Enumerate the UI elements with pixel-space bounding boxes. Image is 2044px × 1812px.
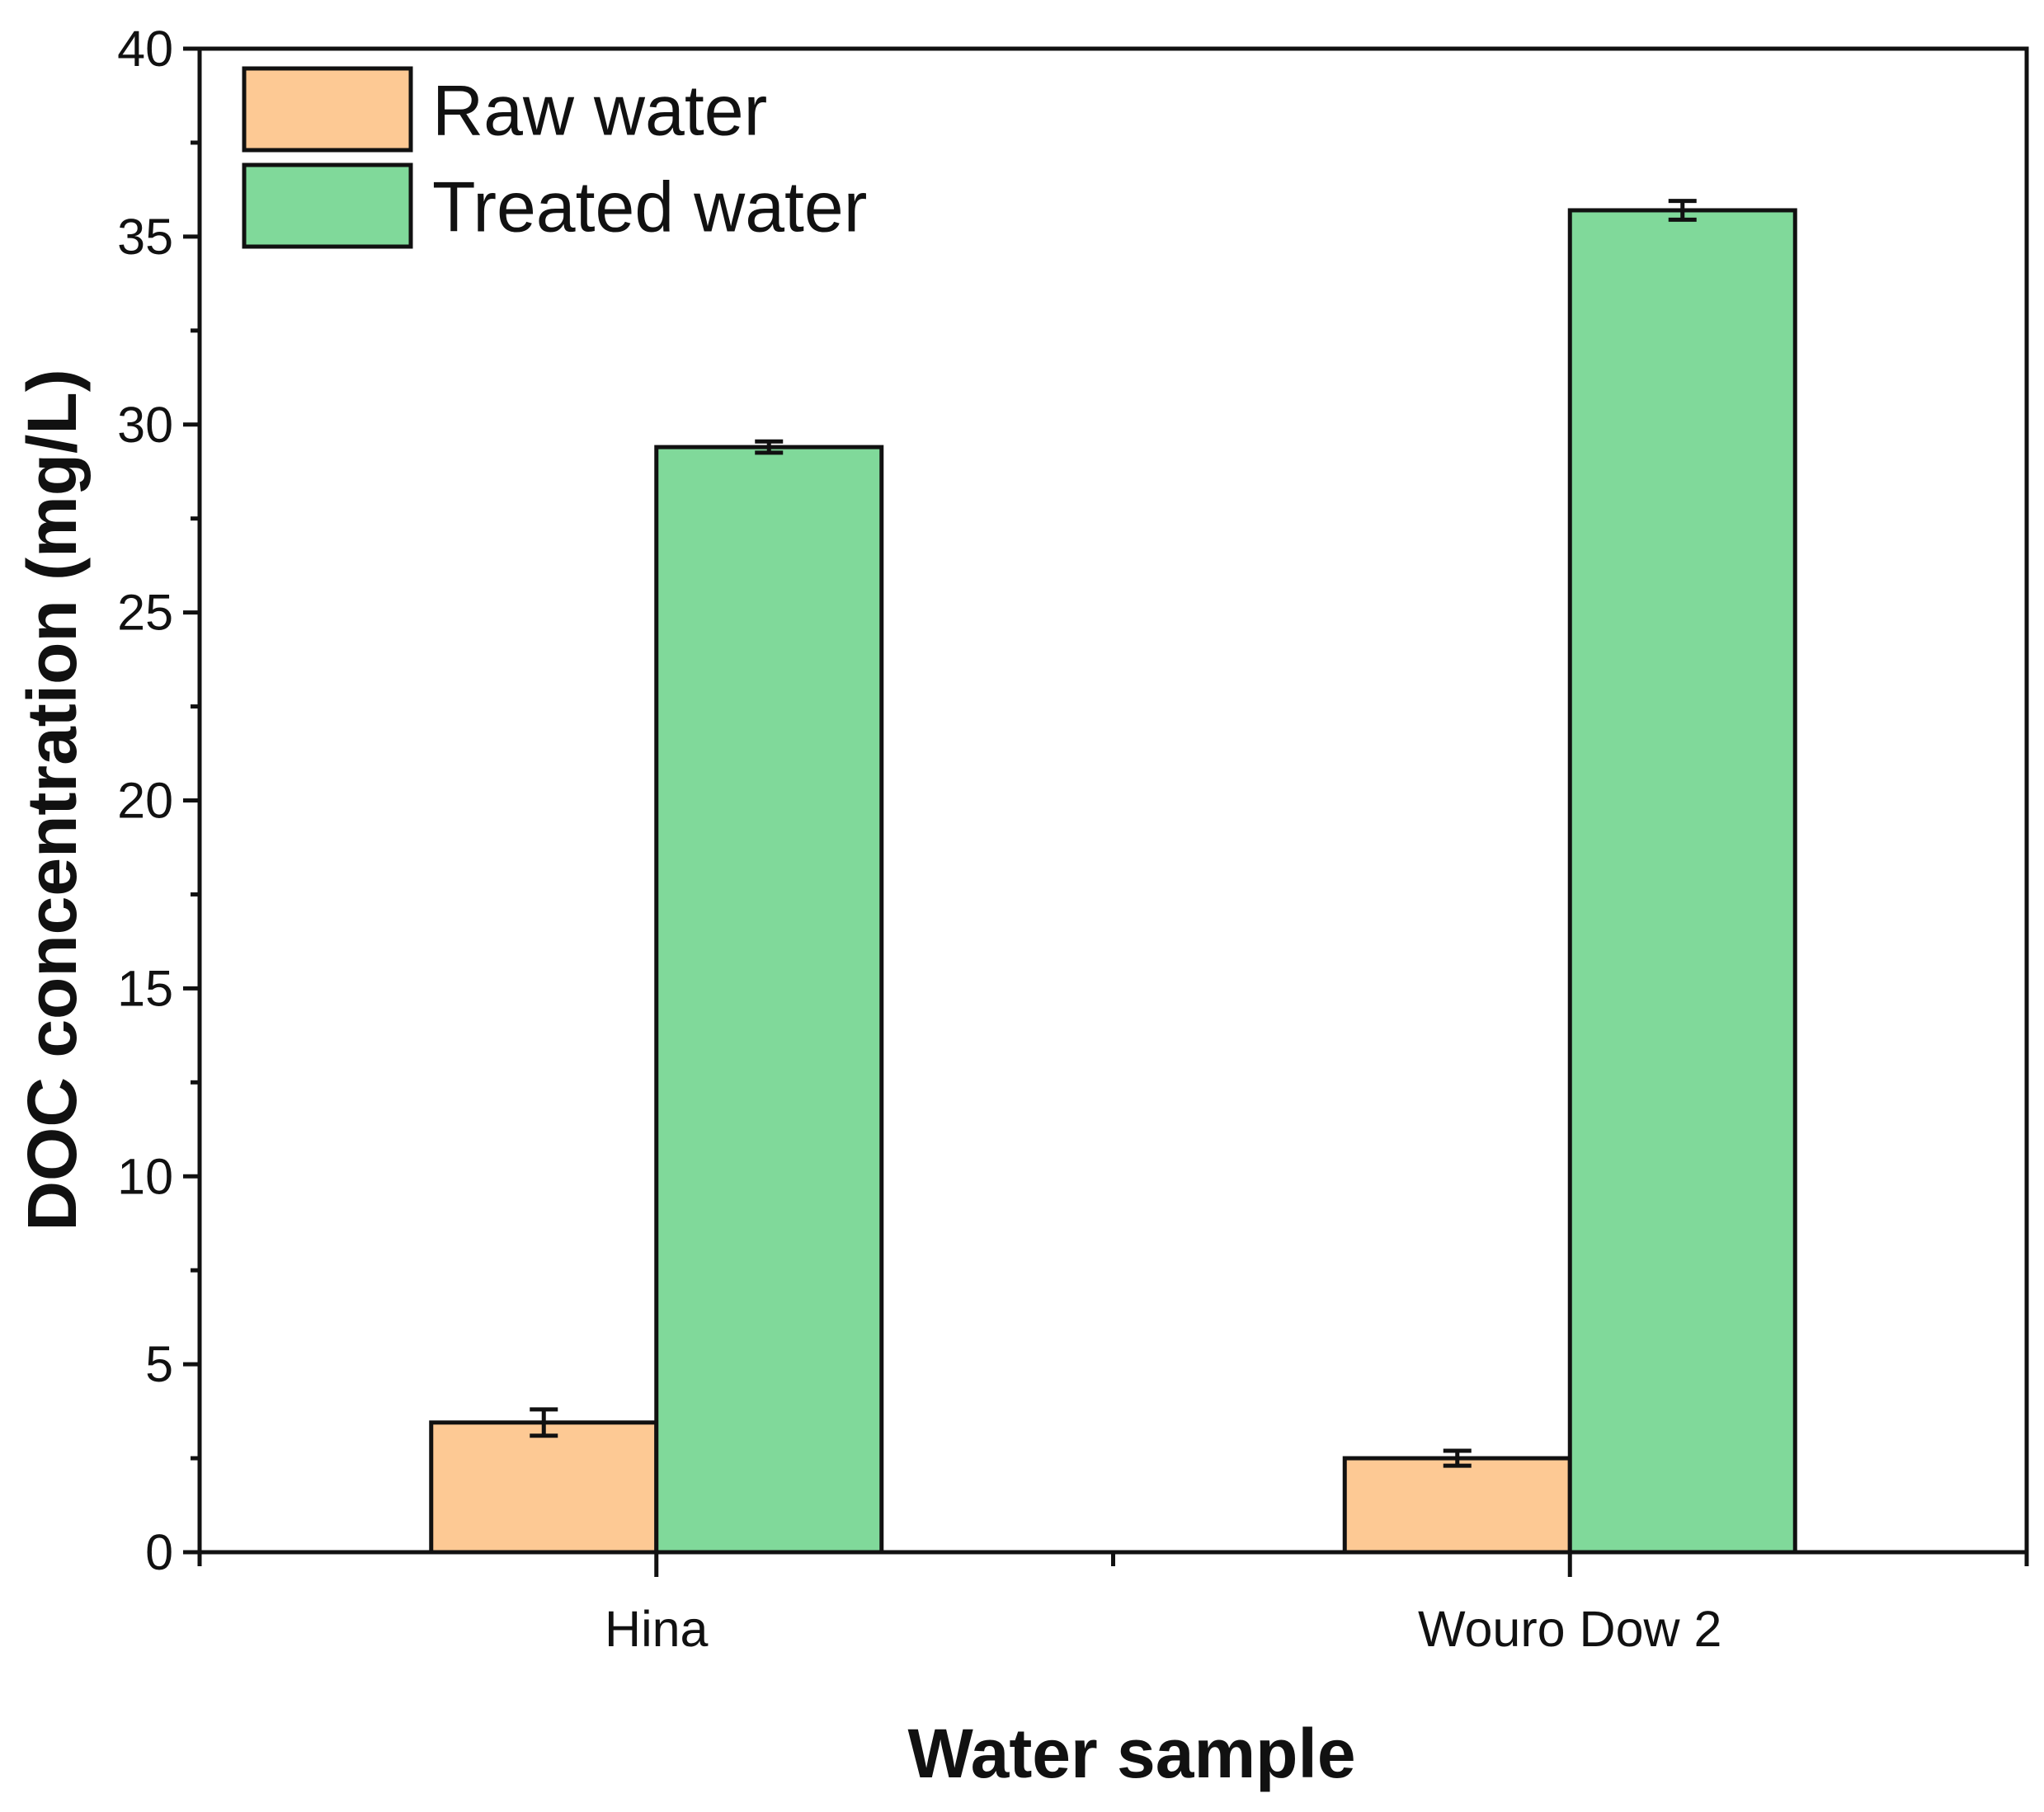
bar-treated-water — [1567, 208, 1797, 1555]
y-tick-label: 5 — [145, 1336, 173, 1392]
legend-swatch-raw-water — [242, 66, 413, 153]
y-axis-title: DOC concentration (mg/L) — [13, 369, 91, 1231]
bars-layer — [429, 208, 1797, 1555]
legend: Raw water Treated water — [242, 66, 867, 249]
legend-label-raw-water: Raw water — [432, 72, 767, 151]
y-tick-label: 35 — [117, 209, 173, 265]
y-tick-label: 25 — [117, 585, 173, 641]
error-bars-layer — [530, 199, 1697, 1468]
x-axis: Hina Wouro Dow 2 — [197, 1552, 2029, 1657]
legend-swatch-treated-water — [242, 162, 413, 249]
y-tick-label: 40 — [117, 21, 173, 77]
bar-raw-water — [1342, 1456, 1572, 1555]
bar-treated-water — [654, 445, 884, 1555]
y-tick-label: 15 — [117, 960, 173, 1016]
x-tick-label: Wouro Dow 2 — [1418, 1601, 1721, 1657]
x-tick-label: Hina — [605, 1601, 709, 1657]
bar-raw-water — [429, 1420, 659, 1555]
y-axis: 0 5 10 15 20 25 30 35 40 — [117, 21, 200, 1580]
x-axis-title: Water sample — [907, 1715, 1355, 1792]
y-tick-label: 0 — [145, 1524, 173, 1580]
y-tick-label: 20 — [117, 773, 173, 829]
y-tick-label: 30 — [117, 397, 173, 453]
y-tick-label: 10 — [117, 1148, 173, 1204]
legend-label-treated-water: Treated water — [432, 168, 867, 247]
